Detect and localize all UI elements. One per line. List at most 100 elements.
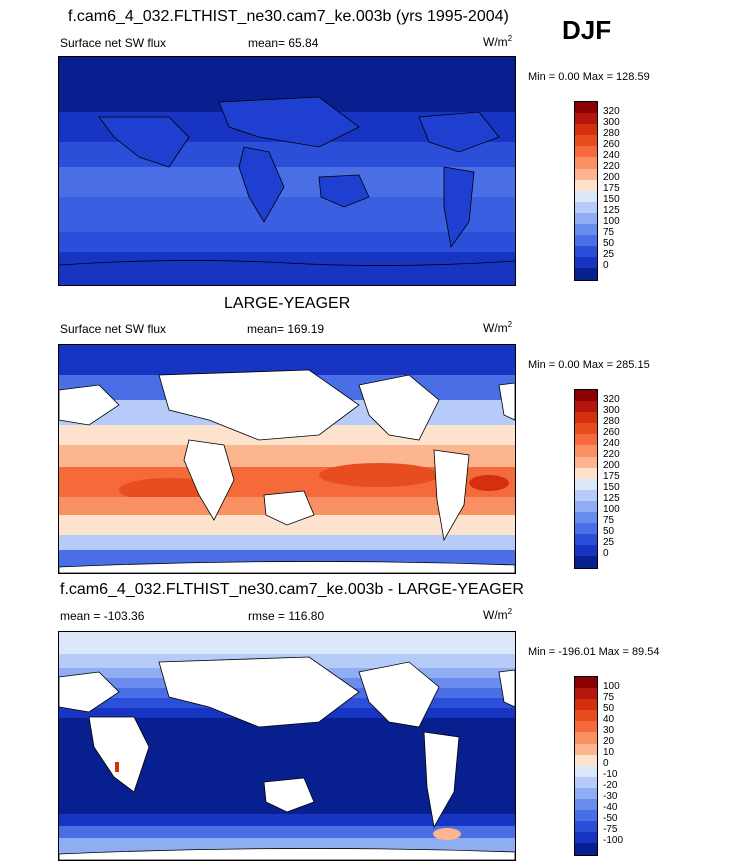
- panel3-title: f.cam6_4_032.FLTHIST_ne30.cam7_ke.003b -…: [60, 581, 524, 598]
- cb1-seg: [575, 135, 597, 147]
- cb2-tick: 175: [603, 471, 620, 482]
- p2-band-arctic: [59, 345, 515, 375]
- p3-band-sh-high: [59, 814, 515, 826]
- cb1-seg: [575, 168, 597, 180]
- cb3-seg: [575, 787, 597, 800]
- cb3-seg: [575, 699, 597, 711]
- cb3-seg: [575, 799, 597, 811]
- cb2-tick: 240: [603, 438, 620, 449]
- cb2-seg: [575, 500, 597, 513]
- cb1-seg: [575, 146, 597, 158]
- cb1-seg: [575, 246, 597, 258]
- cb2-seg: [575, 401, 597, 413]
- panel3-units: W/m2: [483, 607, 513, 622]
- cb1-tick: 280: [603, 128, 620, 139]
- cb2-tick: 320: [603, 394, 620, 405]
- cb1-tick: 175: [603, 183, 620, 194]
- panel1-minmax: Min = 0.00 Max = 128.59: [528, 71, 650, 83]
- panel1-mean: mean= 65.84: [248, 36, 319, 50]
- cb1-seg: [575, 268, 597, 280]
- panel2-variable: Surface net SW flux: [60, 322, 167, 336]
- panel3-colorbar-ticks: 100 75 50 40 30 20 10 0 -10 -20 -30 -40 …: [603, 676, 643, 854]
- cb1-tick: 150: [603, 194, 620, 205]
- cb2-tick: 100: [603, 504, 620, 515]
- panel3-rmse: rmse = 116.80: [248, 609, 325, 623]
- cb1-seg: [575, 179, 597, 191]
- cb1-seg: [575, 124, 597, 136]
- cb3-tick: 100: [603, 681, 620, 692]
- cb1-tick: 75: [603, 227, 615, 238]
- cb2-tick: 25: [603, 537, 615, 548]
- cb3-seg: [575, 765, 597, 777]
- cb3-seg: [575, 754, 597, 766]
- cb2-seg: [575, 512, 597, 524]
- cb3-tick: -40: [603, 802, 618, 813]
- p1-band-sh-mid: [59, 232, 515, 252]
- cb2-tick: 280: [603, 416, 620, 427]
- cb3-tick: 10: [603, 747, 615, 758]
- cb3-seg: [575, 776, 597, 788]
- p3-band-antarctic: [59, 826, 515, 838]
- cb3-tick: 50: [603, 703, 615, 714]
- cb2-tick: 0: [603, 548, 609, 559]
- panel2-title: LARGE-YEAGER: [224, 295, 351, 312]
- cb3-seg: [575, 710, 597, 722]
- cb2-tick: 150: [603, 482, 620, 493]
- cb1-seg: [575, 257, 597, 269]
- cb2-seg: [575, 523, 597, 535]
- cb3-tick: -75: [603, 824, 618, 835]
- panel3-mean: mean = -103.36: [60, 609, 145, 623]
- cb3-tick: -50: [603, 813, 618, 824]
- p2-band-sh-high: [59, 535, 515, 550]
- cb1-tick: 320: [603, 106, 620, 117]
- cb3-seg: [575, 843, 597, 855]
- p3-positive-patch: [433, 828, 461, 840]
- cb1-seg: [575, 235, 597, 247]
- cb2-seg: [575, 456, 597, 468]
- cb1-seg: [575, 190, 597, 202]
- cb2-tick: 75: [603, 515, 615, 526]
- panel2-map: [58, 344, 516, 574]
- cb1-tick: 260: [603, 139, 620, 150]
- panel3-map: [58, 631, 516, 861]
- p1-band-antarctic: [59, 252, 515, 285]
- cb1-tick: 25: [603, 249, 615, 260]
- panel3-colorbar: [574, 676, 598, 856]
- cb1-tick: 125: [603, 205, 620, 216]
- cb1-seg: [575, 157, 597, 169]
- panel3-minmax: Min = -196.01 Max = 89.54: [528, 646, 660, 658]
- panel1-title: f.cam6_4_032.FLTHIST_ne30.cam7_ke.003b (…: [68, 8, 509, 25]
- cb1-tick: 100: [603, 216, 620, 227]
- cb2-tick: 50: [603, 526, 615, 537]
- cb1-seg: [575, 102, 597, 114]
- cb1-seg: [575, 201, 597, 213]
- cb2-seg: [575, 423, 597, 435]
- cb3-seg: [575, 832, 597, 844]
- cb2-seg: [575, 412, 597, 424]
- panel2-units: W/m2: [483, 320, 513, 335]
- cb3-seg: [575, 810, 597, 822]
- cb3-seg: [575, 732, 597, 744]
- cb2-seg: [575, 390, 597, 402]
- cb3-seg: [575, 821, 597, 833]
- cb1-tick: 0: [603, 260, 609, 271]
- panel1-units: W/m2: [483, 34, 513, 49]
- p1-band-south: [59, 197, 515, 232]
- p1-land: [99, 97, 499, 247]
- p1-coastlines: [59, 96, 515, 266]
- cb3-seg: [575, 677, 597, 689]
- cb2-seg: [575, 434, 597, 446]
- cb1-seg: [575, 224, 597, 236]
- cb1-tick: 220: [603, 161, 620, 172]
- cb3-seg: [575, 688, 597, 700]
- cb2-seg: [575, 489, 597, 501]
- cb1-tick: 300: [603, 117, 620, 128]
- p2-max-pacific: [319, 463, 439, 487]
- p2-band-tropics-n: [59, 445, 515, 467]
- panel1-map: [58, 56, 516, 286]
- cb1-tick: 240: [603, 150, 620, 161]
- cb3-tick: 75: [603, 692, 615, 703]
- panel1-colorbar-ticks: 320 300 280 260 240 220 200 175 150 125 …: [603, 101, 643, 279]
- p2-land: [59, 369, 515, 573]
- p3-land: [59, 656, 515, 860]
